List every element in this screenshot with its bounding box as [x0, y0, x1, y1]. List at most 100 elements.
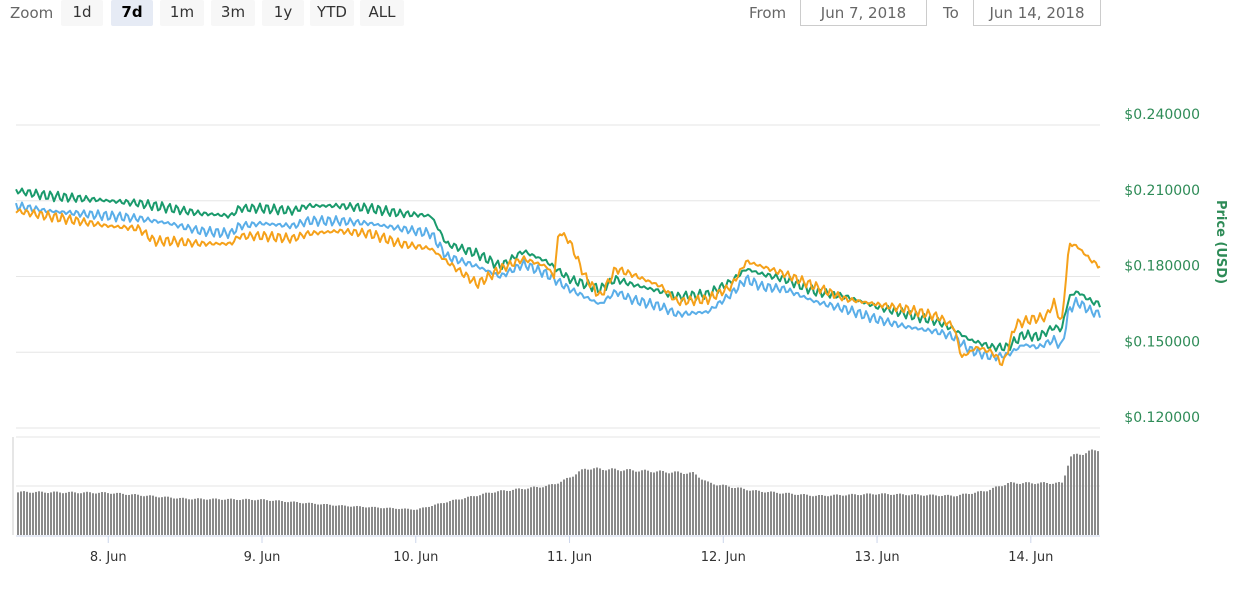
volume-bar: [926, 495, 928, 535]
volume-bar: [389, 507, 391, 535]
volume-bar: [767, 492, 769, 535]
volume-bar: [686, 473, 688, 535]
volume-bar: [578, 471, 580, 535]
volume-bar: [269, 500, 271, 535]
volume-bar: [479, 495, 481, 535]
volume-bar: [368, 507, 370, 535]
volume-bar: [743, 488, 745, 535]
volume-bar: [197, 498, 199, 535]
zoom-1d-button[interactable]: 1d: [61, 0, 103, 26]
volume-bar: [899, 493, 901, 535]
volume-bar: [188, 499, 190, 535]
x-tick-label: 14. Jun: [1008, 550, 1053, 565]
from-date-input[interactable]: Jun 7, 2018: [800, 0, 927, 26]
volume-bar: [938, 496, 940, 535]
volume-bar: [329, 504, 331, 535]
volume-bar: [971, 493, 973, 535]
volume-bar: [977, 491, 979, 535]
price-series-line-2: [15, 201, 1101, 362]
volume-bar: [962, 493, 964, 535]
volume-bar: [632, 470, 634, 535]
volume-bar: [1091, 449, 1093, 535]
zoom-1m-button[interactable]: 1m: [160, 0, 204, 26]
volume-bar: [941, 495, 943, 535]
to-date-input[interactable]: Jun 14, 2018: [973, 0, 1101, 26]
volume-bar: [176, 498, 178, 535]
volume-bar: [1034, 484, 1036, 535]
x-tick-label: 9. Jun: [244, 550, 281, 565]
volume-bar: [983, 491, 985, 535]
volume-bar: [32, 492, 34, 535]
volume-bar: [620, 471, 622, 535]
volume-bar: [170, 497, 172, 535]
volume-bar: [845, 495, 847, 535]
zoom-1y-button[interactable]: 1y: [262, 0, 304, 26]
volume-bar: [656, 471, 658, 535]
volume-bar: [572, 476, 574, 535]
volume-bar: [695, 474, 697, 535]
volume-bar: [674, 471, 676, 535]
volume-bar: [551, 484, 553, 535]
zoom-ytd-button[interactable]: YTD: [310, 0, 354, 26]
volume-bar: [89, 492, 91, 535]
volume-bar: [362, 506, 364, 535]
volume-bar: [206, 499, 208, 535]
volume-bar: [419, 508, 421, 535]
volume-bar: [560, 481, 562, 535]
x-tick-label: 11. Jun: [547, 550, 592, 565]
volume-bar: [425, 507, 427, 535]
volume-bar: [161, 497, 163, 535]
volume-bar: [431, 506, 433, 535]
volume-bar: [980, 490, 982, 535]
volume-bar: [224, 499, 226, 535]
volume-bar: [251, 499, 253, 535]
volume-bar: [590, 469, 592, 535]
volume-bar: [455, 499, 457, 535]
volume-bar: [857, 495, 859, 535]
volume-bar: [623, 470, 625, 535]
volume-bar: [326, 504, 328, 535]
zoom-7d-button[interactable]: 7d: [111, 0, 153, 26]
volume-bar: [716, 485, 718, 535]
volume-bar: [209, 499, 211, 535]
x-tick-label: 13. Jun: [854, 550, 899, 565]
volume-bar: [1043, 482, 1045, 535]
volume-bar: [242, 499, 244, 535]
volume-bar: [506, 490, 508, 535]
volume-bar: [104, 492, 106, 535]
volume-bar: [458, 499, 460, 535]
volume-bars: [17, 449, 1099, 535]
volume-bar: [968, 494, 970, 535]
volume-bar: [98, 492, 100, 535]
volume-bar: [266, 500, 268, 535]
zoom-all-button[interactable]: ALL: [360, 0, 404, 26]
volume-bar: [146, 495, 148, 535]
volume-bar: [662, 470, 664, 535]
volume-bar: [1088, 450, 1090, 535]
volume-bar: [428, 506, 430, 535]
volume-bar: [671, 472, 673, 535]
zoom-3m-button[interactable]: 3m: [211, 0, 255, 26]
volume-bar: [227, 498, 229, 535]
volume-bar: [323, 504, 325, 535]
volume-bar: [1001, 486, 1003, 535]
volume-bar: [950, 495, 952, 535]
volume-bar: [338, 505, 340, 535]
volume-bar: [44, 492, 46, 535]
volume-bar: [287, 502, 289, 535]
volume-bar: [62, 493, 64, 535]
volume-bar: [713, 484, 715, 535]
volume-bar: [140, 495, 142, 535]
volume-bar: [527, 488, 529, 535]
volume-bar: [692, 472, 694, 535]
volume-bar: [725, 485, 727, 535]
volume-bar: [332, 505, 334, 535]
volume-bar: [344, 505, 346, 535]
volume-bar: [359, 506, 361, 535]
volume-bar: [602, 469, 604, 535]
volume-bar: [320, 504, 322, 535]
y-tick-label: $0.240000: [1124, 107, 1200, 123]
volume-bar: [164, 496, 166, 535]
volume-bar: [443, 503, 445, 535]
volume-bar: [278, 500, 280, 535]
